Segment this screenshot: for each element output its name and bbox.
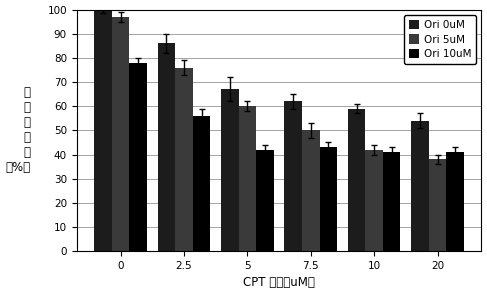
Y-axis label: 细
胞
存
活
率
（%）: 细 胞 存 活 率 （%） (5, 86, 31, 174)
Bar (130, 63, 147, 251)
Bar (319, 147, 337, 251)
Bar (158, 43, 175, 251)
X-axis label: CPT 浓度（uM）: CPT 浓度（uM） (243, 276, 315, 289)
Legend: Ori 0uM, Ori 5uM, Ori 10uM: Ori 0uM, Ori 5uM, Ori 10uM (404, 15, 476, 64)
Bar (284, 101, 302, 251)
Bar (429, 159, 446, 251)
Bar (175, 68, 193, 251)
Bar (446, 152, 464, 251)
Bar (411, 121, 429, 251)
Bar (256, 150, 274, 251)
Bar (365, 150, 383, 251)
Bar (383, 152, 400, 251)
Bar (94, 9, 112, 251)
Bar (348, 109, 365, 251)
Bar (221, 89, 239, 251)
Bar (302, 130, 319, 251)
Bar (193, 116, 210, 251)
Bar (112, 17, 130, 251)
Bar (239, 106, 256, 251)
